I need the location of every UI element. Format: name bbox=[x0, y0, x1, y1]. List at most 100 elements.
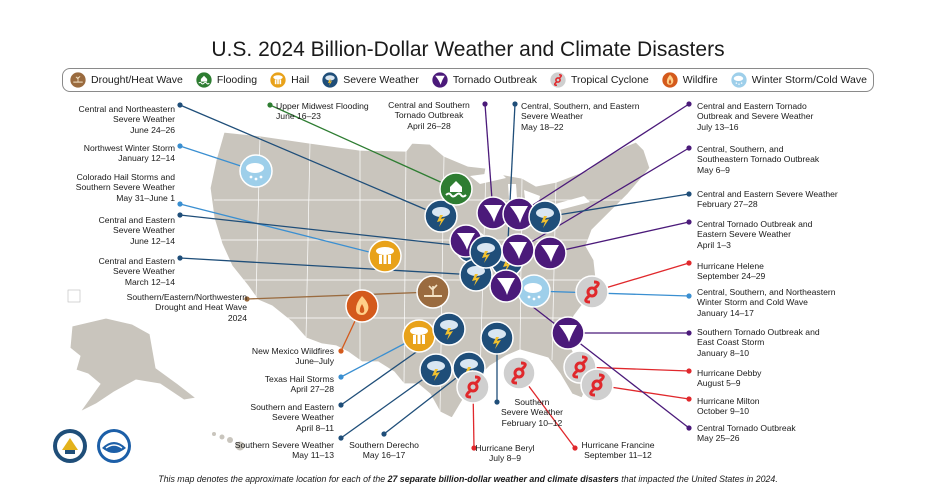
event-label-e26: Hurricane Milton October 9–10 bbox=[697, 396, 760, 417]
event-label-e6: Southern/Eastern/Northwestern Drought an… bbox=[126, 292, 247, 323]
leader-dot-e25 bbox=[686, 368, 692, 374]
event-label-e7: New Mexico Wildfires June–July bbox=[251, 346, 334, 367]
winter-legend-mark bbox=[729, 71, 748, 89]
event-icon-e14 bbox=[502, 356, 536, 390]
leader-dot-e12 bbox=[471, 445, 477, 451]
footer-text-bold: 27 separate billion-dollar weather and c… bbox=[387, 474, 619, 484]
event-icon-e16 bbox=[476, 196, 510, 230]
leader-dot-e6 bbox=[244, 296, 250, 302]
leader-dot-e8 bbox=[338, 374, 344, 380]
event-icon-extra-1 bbox=[469, 235, 503, 269]
event-icon-e23 bbox=[517, 274, 551, 308]
cyclone-icon bbox=[548, 71, 567, 89]
legend-label-tornado: Tornado Outbreak bbox=[452, 74, 537, 86]
event-label-e12: Hurricane Beryl July 8–9 bbox=[475, 443, 535, 464]
leader-dot-e4 bbox=[177, 212, 183, 218]
footer-text-post: that impacted the United States in 2024. bbox=[618, 474, 778, 484]
event-label-e22: Hurricane Helene September 24–29 bbox=[697, 261, 766, 282]
event-icon-e26 bbox=[580, 368, 614, 402]
event-label-e25: Hurricane Debby August 5–9 bbox=[697, 368, 762, 389]
legend-label-hail: Hail bbox=[291, 74, 310, 86]
leader-dot-e23 bbox=[686, 293, 692, 299]
flood-legend-mark bbox=[194, 71, 213, 89]
leader-line-e23 bbox=[533, 290, 690, 297]
drought-legend-mark bbox=[69, 71, 87, 89]
leader-line-e10 bbox=[340, 369, 437, 439]
event-icon-e8 bbox=[402, 319, 436, 353]
doc-seal bbox=[52, 428, 88, 469]
leader-dot-e20 bbox=[686, 191, 692, 197]
tornado-legend-mark bbox=[430, 71, 449, 89]
alaska-shape bbox=[69, 317, 198, 413]
legend-item-tornado: Tornado Outbreak bbox=[430, 71, 537, 89]
event-label-e14: Hurricane Francine September 11–12 bbox=[581, 440, 655, 461]
event-label-e20: Central and Eastern Severe Weather Febru… bbox=[697, 189, 838, 210]
event-icon-e5 bbox=[459, 258, 493, 292]
event-icon-e19 bbox=[501, 233, 535, 267]
leader-line-e25 bbox=[579, 366, 690, 372]
leader-dot-e9 bbox=[338, 402, 344, 408]
event-icon-e3 bbox=[368, 239, 402, 273]
event-icon-e12 bbox=[456, 370, 490, 404]
leader-dot-e24 bbox=[686, 330, 692, 336]
event-label-e23: Central, Southern, and Northeastern Wint… bbox=[697, 287, 836, 318]
event-label-e18: Central and Eastern Tornado Outbreak and… bbox=[697, 101, 814, 132]
event-label-e17: Central, Southern, and Eastern Severe We… bbox=[521, 101, 640, 132]
event-label-e11: Southern Derecho May 16–17 bbox=[349, 440, 419, 461]
event-icon-e7 bbox=[345, 289, 379, 323]
leader-line-e18 bbox=[518, 103, 690, 215]
event-label-e10: Southern Severe Weather May 11–13 bbox=[234, 440, 334, 461]
event-icon-e6 bbox=[416, 275, 450, 309]
hawaii-shape bbox=[212, 432, 245, 451]
leader-dot-e10 bbox=[338, 435, 344, 441]
inset-frame bbox=[67, 289, 81, 303]
severe-legend-mark bbox=[321, 71, 340, 89]
leader-line-e22 bbox=[591, 262, 690, 293]
leader-dot-e27 bbox=[686, 425, 692, 431]
event-label-e27: Central Tornado Outbreak May 25–26 bbox=[697, 423, 796, 444]
noaa-logo bbox=[96, 428, 132, 469]
leader-dot-e5 bbox=[177, 255, 183, 261]
tornado-icon bbox=[430, 71, 449, 89]
leader-line-e4 bbox=[179, 214, 473, 248]
event-icon-e20 bbox=[528, 200, 562, 234]
leader-dot-e15 bbox=[267, 102, 273, 108]
leader-dot-e2 bbox=[177, 143, 183, 149]
leader-line-e3 bbox=[179, 203, 386, 257]
event-icon-e13 bbox=[480, 321, 514, 355]
leader-dot-e26 bbox=[686, 396, 692, 402]
leader-dot-e22 bbox=[686, 260, 692, 266]
leader-line-e20 bbox=[544, 193, 690, 218]
leader-line-e5 bbox=[179, 257, 477, 276]
leader-dot-e14 bbox=[572, 445, 578, 451]
leader-line-e1 bbox=[179, 104, 442, 217]
event-label-e21: Central Tornado Outbreak and Eastern Sev… bbox=[697, 219, 813, 250]
event-icon-e22 bbox=[575, 275, 609, 309]
leader-line-e21 bbox=[549, 221, 690, 254]
event-icon-e21 bbox=[533, 236, 567, 270]
legend-item-winter: Winter Storm/Cold Wave bbox=[729, 71, 867, 89]
event-icon-e24 bbox=[551, 316, 585, 350]
event-label-e13: Southern Severe Weather February 10–12 bbox=[501, 397, 563, 428]
leader-line-e16 bbox=[484, 103, 494, 214]
legend-item-hail: Hail bbox=[269, 71, 309, 89]
event-label-e2: Northwest Winter Storm January 12–14 bbox=[83, 143, 175, 164]
legend-label-cyclone: Tropical Cyclone bbox=[570, 74, 649, 86]
event-label-e1: Central and Northeastern Severe Weather … bbox=[78, 104, 176, 135]
event-label-e15: Upper Midwest Flooding June 16–23 bbox=[276, 101, 369, 122]
severe-icon bbox=[321, 71, 340, 89]
leader-line-e27 bbox=[505, 285, 690, 429]
event-label-e8: Texas Hail Storms April 27–28 bbox=[264, 374, 334, 395]
hail-icon bbox=[269, 71, 288, 89]
leader-line-e6 bbox=[246, 291, 434, 300]
leader-dot-e7 bbox=[338, 348, 344, 354]
leader-dot-e16 bbox=[482, 101, 488, 107]
event-label-e4: Central and Eastern Severe Weather June … bbox=[98, 215, 175, 246]
legend-label-drought: Drought/Heat Wave bbox=[91, 74, 183, 86]
leader-line-e17 bbox=[506, 103, 516, 262]
winter-icon bbox=[729, 71, 748, 89]
legend-item-severe: Severe Weather bbox=[321, 71, 419, 89]
event-label-e3: Colorado Hail Storms and Southern Severe… bbox=[75, 172, 175, 203]
event-label-e9: Southern and Eastern Severe Weather Apri… bbox=[250, 402, 334, 433]
